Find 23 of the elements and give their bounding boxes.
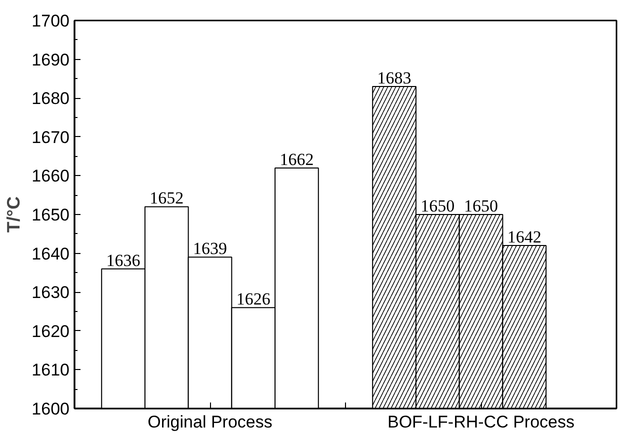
- y-axis-title: T/°C: [4, 196, 24, 233]
- y-tick-label: 1700: [32, 12, 70, 30]
- y-tick-label: 1660: [32, 166, 70, 186]
- data-label: 1662: [280, 150, 314, 169]
- y-tick-label: 1650: [32, 206, 70, 224]
- data-label: 1626: [236, 290, 270, 309]
- data-label: 1650: [420, 196, 455, 216]
- y-tick-label: 1670: [32, 128, 70, 147]
- data-label: 1650: [464, 196, 498, 216]
- data-label: 1636: [106, 250, 140, 270]
- y-tick-label: 1600: [32, 400, 70, 418]
- data-label: 1639: [193, 239, 227, 258]
- y-tick-label: 1620: [32, 322, 70, 341]
- y-tick-label: 1630: [32, 283, 70, 302]
- x-tick-label: BOF-LF-RH-CC Process: [387, 412, 575, 432]
- data-label: 1642: [507, 228, 542, 247]
- x-tick-label: Original Process: [148, 412, 272, 432]
- data-label: 1652: [150, 188, 184, 208]
- y-tick-label: 1690: [32, 50, 70, 70]
- y-tick-label: 1610: [32, 360, 70, 380]
- data-label: 1683: [377, 68, 412, 88]
- y-tick-label: 1680: [32, 89, 70, 108]
- y-tick-label: 1640: [32, 244, 70, 264]
